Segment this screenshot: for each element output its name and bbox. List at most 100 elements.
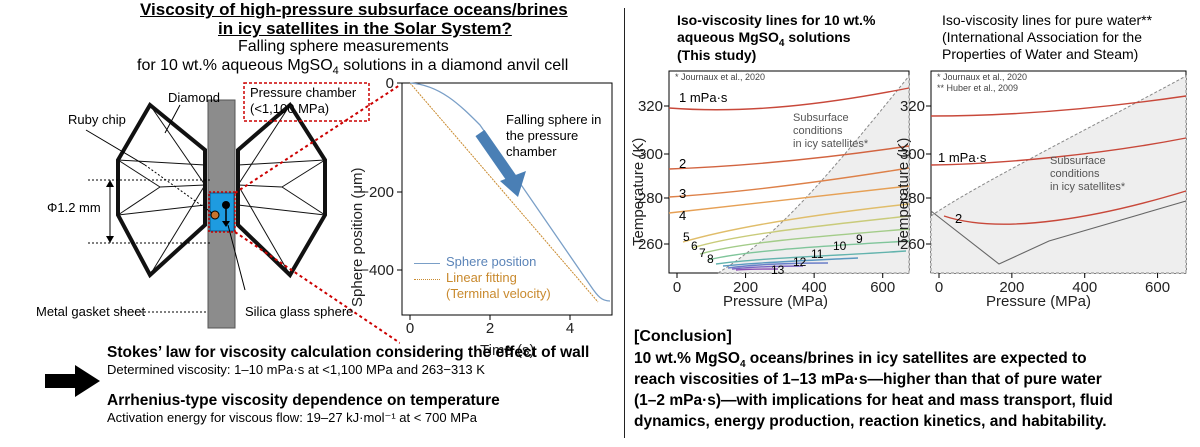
water-region-3: in icy satellites* [1050, 181, 1126, 193]
water-xtick-label: 400 [1072, 279, 1097, 296]
label-gasket: Metal gasket sheet [36, 304, 146, 319]
water-xtick-label: 200 [999, 279, 1024, 296]
dac-diagram [85, 82, 400, 344]
mg-isoviscosity-line [668, 167, 910, 198]
fall-xtick-label: 4 [566, 320, 574, 337]
mg-ytick-label: 280 [638, 190, 663, 207]
mg-line-label-11: 11 [811, 247, 824, 261]
arrhenius-title: Arrhenius-type viscosity dependence on t… [107, 392, 500, 409]
mg-line-label-3: 3 [679, 186, 687, 201]
arrhenius-body: Activation energy for viscous flow: 19–2… [107, 410, 477, 425]
mg-line-label-7: 7 [699, 246, 706, 260]
fall-annot-2: the pressure [506, 128, 579, 143]
water-title-3: Properties of Water and Steam) [942, 46, 1139, 62]
fall-ytick-label: 0 [386, 75, 394, 92]
mg-line-label-13: 13 [771, 263, 785, 277]
conclusion-line-3: (1–2 mPa·s)—with implications for heat a… [634, 392, 1113, 409]
mg-isoviscosity-line [707, 240, 910, 261]
legend-fit-label-2: (Terminal velocity) [446, 286, 551, 301]
fall-ylabel: Sphere position (μm) [349, 167, 366, 307]
label-ruby-chip: Ruby chip [68, 112, 126, 127]
fall-plot-frame [401, 82, 613, 316]
mg-title-1: Iso-viscosity lines for 10 wt.% [677, 12, 876, 28]
ruby-chip [210, 210, 220, 220]
poster-title-line1: Viscosity of high-pressure subsurface oc… [140, 0, 568, 19]
subtitle-line1: Falling sphere measurements [238, 38, 449, 55]
sphere-position-line [409, 82, 611, 302]
water-line-label-1: 1 mPa·s [938, 150, 987, 165]
right-diamond [236, 101, 327, 279]
legend-fit-label-1: Linear fitting [446, 270, 517, 285]
mg-isoviscosity-line [682, 203, 910, 243]
mg-region-3: in icy satellites* [793, 138, 869, 150]
conclusion-heading: [Conclusion] [634, 328, 732, 345]
water-xtick-label: 0 [935, 279, 943, 296]
mg-isoviscosity-line [722, 257, 859, 267]
conclusion-line-4: dynamics, energy production, reaction ki… [634, 413, 1107, 430]
mg-line-label-12: 12 [793, 255, 807, 269]
mg-xlabel: Pressure (MPa) [723, 293, 828, 310]
water-isoviscosity-line [943, 190, 1187, 225]
mg-xtick-label: 200 [733, 279, 758, 296]
silica-sphere [222, 201, 230, 209]
water-region-2: conditions [1050, 168, 1100, 180]
mg-line-label-2: 2 [679, 156, 687, 171]
mg-line-label-1: 1 mPa·s [679, 90, 728, 105]
water-ref-2: ** Huber et al., 2009 [937, 83, 1019, 93]
subtitle-line2: for 10 wt.% aqueous MgSO4 solutions in a… [137, 57, 569, 78]
mg-subsurface-region [716, 74, 910, 274]
mg-ytick-label: 320 [638, 98, 663, 115]
falling-arrow-icon [475, 129, 526, 197]
water-title-2: (International Association for the [942, 29, 1143, 45]
conclusion-line-2: reach viscosities of 1–13 mPa·s—higher t… [634, 371, 1102, 388]
fall-xtick-label: 0 [406, 320, 414, 337]
label-silica-sphere: Silica glass sphere [245, 304, 354, 319]
water-ylabel: Temperature (K) [895, 138, 912, 246]
water-isoviscosity-line [930, 137, 1187, 166]
mg-region-1: Subsurface [793, 112, 849, 124]
mg-line-label-5: 5 [683, 230, 690, 244]
stokes-title: Stokes’ law for viscosity calculation co… [107, 344, 590, 361]
water-xlabel: Pressure (MPa) [986, 293, 1091, 310]
mg-line-label-4: 4 [679, 208, 687, 223]
panel-divider [624, 8, 625, 438]
water-ytick-label: 300 [900, 146, 925, 163]
mg-xtick-label: 600 [870, 279, 895, 296]
fall-xlabel: Time (s) [480, 342, 534, 359]
mg-ref: * Journaux et al., 2020 [675, 72, 766, 82]
linear-fit-line [409, 82, 599, 303]
label-pressure-chamber: Pressure chamber [250, 85, 357, 100]
mg-line-label-9: 9 [856, 232, 863, 246]
water-line-label-2: 2 [955, 211, 963, 226]
label-phi: Φ1.2 mm [47, 200, 101, 215]
fall-annot-3: chamber [506, 144, 557, 159]
fall-annot-1: Falling sphere in [506, 112, 602, 127]
mg-line-label-10: 10 [833, 239, 847, 253]
falling-sphere-chart: 0 −200 −400 0 2 4 Sphere position (μm) Time … [349, 75, 613, 359]
mg-xtick-label: 400 [802, 279, 827, 296]
water-ref-1: * Journaux et al., 2020 [937, 72, 1028, 82]
fall-ytick-label: −200 [360, 184, 394, 201]
mg-isoviscosity-line [727, 262, 829, 269]
poster-title-line2: in icy satellites in the Solar System? [218, 19, 512, 38]
water-title-1: Iso-viscosity lines for pure water** [942, 12, 1153, 28]
mg-line-label-6: 6 [691, 239, 698, 253]
mg-xtick-label: 0 [673, 279, 681, 296]
mg-isoviscosity-line [691, 215, 910, 249]
left-diamond [116, 101, 207, 279]
legend-sphere-swatch [414, 263, 440, 264]
conclusion-line-1: 10 wt.% MgSO4 oceans/brines in icy satel… [634, 350, 1087, 371]
water-ytick-label: 320 [900, 98, 925, 115]
mg-isoviscosity-line [668, 185, 910, 214]
water-ytick-label: 280 [900, 190, 925, 207]
mg-isoviscosity-line [731, 265, 804, 270]
mg-isoviscosity-line [715, 250, 907, 265]
mg-isoviscosity-line [668, 87, 910, 111]
label-pressure-limit: (<1,100 MPa) [250, 101, 330, 116]
mg-title-3: (This study) [677, 47, 757, 63]
stokes-body: Determined viscosity: 1–10 mPa·s at <1,1… [107, 362, 485, 377]
legend-fit-swatch [414, 279, 440, 280]
mg-line-label-8: 8 [707, 252, 714, 266]
